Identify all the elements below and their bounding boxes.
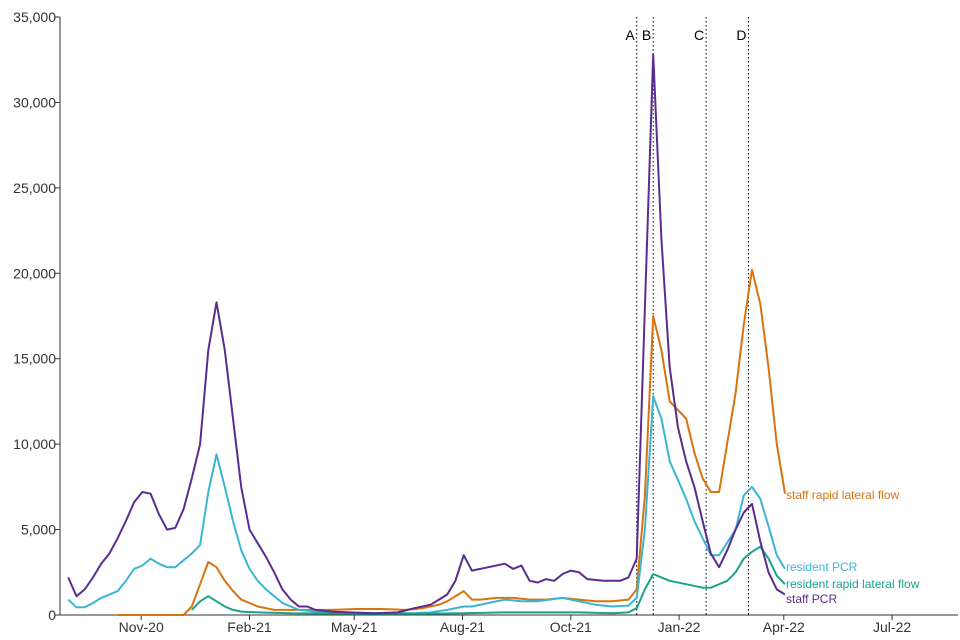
y-tick-label: 5,000 xyxy=(21,522,56,538)
series-label: resident rapid lateral flow xyxy=(786,577,920,591)
event-label: A xyxy=(625,27,635,43)
y-tick-label: 15,000 xyxy=(13,351,56,367)
series-label: resident PCR xyxy=(786,560,858,574)
y-tick-label: 35,000 xyxy=(13,9,56,25)
y-tick-label: 30,000 xyxy=(13,94,56,110)
event-label: B xyxy=(642,27,651,43)
x-tick-label: Oct-21 xyxy=(550,619,592,635)
y-tick-label: 10,000 xyxy=(13,436,56,452)
y-tick-label: 25,000 xyxy=(13,180,56,196)
event-label: D xyxy=(736,27,746,43)
series-labels: staff rapid lateral flow resident PCR resi… xyxy=(786,488,920,606)
series-line xyxy=(117,268,786,616)
series-label: staff PCR xyxy=(786,592,837,606)
x-tick-label: May-21 xyxy=(331,619,378,635)
y-tick-label: 20,000 xyxy=(13,265,56,281)
series-label: staff rapid lateral flow xyxy=(786,488,900,502)
series-lines xyxy=(67,53,786,616)
event-label: C xyxy=(694,27,704,43)
y-tick-label: 0 xyxy=(48,607,56,623)
series-line xyxy=(67,53,786,615)
axes: 0 5,000 10,000 15,000 20,000 25,000 30,000 35,0… xyxy=(13,9,958,635)
x-tick-label: Jul-22 xyxy=(873,619,911,635)
x-tick-label: Jan-22 xyxy=(658,619,701,635)
x-tick-label: Feb-21 xyxy=(227,619,272,635)
x-tick-label: Apr-22 xyxy=(763,619,805,635)
x-tick-label: Nov-20 xyxy=(119,619,164,635)
x-tick-label: Aug-21 xyxy=(440,619,485,635)
series-line xyxy=(191,545,786,615)
